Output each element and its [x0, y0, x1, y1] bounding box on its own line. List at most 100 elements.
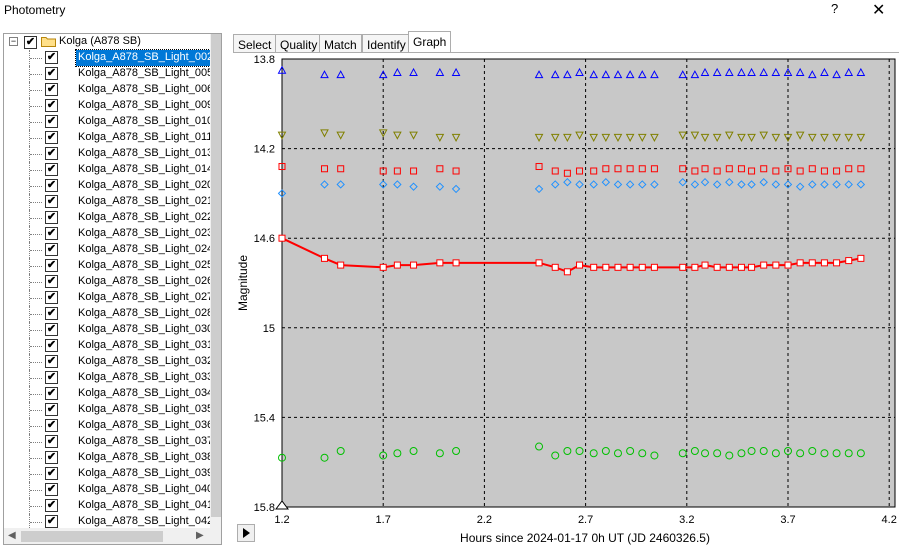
tree-item[interactable]: ✔ Kolga_A878_SB_Light_031 — [4, 338, 212, 354]
root-checkbox[interactable]: ✔ — [24, 36, 37, 49]
close-button[interactable]: ✕ — [872, 2, 886, 19]
collapse-icon[interactable]: − — [9, 36, 18, 46]
vertical-scroll-thumb[interactable] — [211, 34, 221, 517]
tree-item-checkbox[interactable]: ✔ — [45, 243, 58, 256]
vertical-scrollbar[interactable] — [210, 34, 221, 528]
tree-item[interactable]: ✔ Kolga_A878_SB_Light_028 — [4, 306, 212, 322]
tree-item[interactable]: ✔ Kolga_A878_SB_Light_036 — [4, 418, 212, 434]
check-star-point — [393, 449, 402, 458]
horizontal-scrollbar[interactable]: ◀ ▶ — [4, 528, 221, 544]
tree-item-checkbox[interactable]: ✔ — [45, 211, 58, 224]
comparison-star-point — [452, 167, 460, 175]
comparison-star-point — [820, 180, 829, 189]
tree-item-checkbox[interactable]: ✔ — [45, 387, 58, 400]
tree-item[interactable]: ✔ Kolga_A878_SB_Light_026 — [4, 274, 212, 290]
tree-item[interactable]: ✔ Kolga_A878_SB_Light_006 — [4, 82, 212, 98]
target-star-point — [379, 263, 387, 271]
comparison-star-point — [845, 165, 853, 173]
tree-item[interactable]: ✔ Kolga_A878_SB_Light_011 — [4, 130, 212, 146]
comparison-star-point — [795, 67, 805, 76]
tree-item[interactable]: ✔ Kolga_A878_SB_Light_022 — [4, 210, 212, 226]
comparison-star-point — [737, 133, 746, 142]
tree-item-checkbox[interactable]: ✔ — [45, 115, 58, 128]
tree-item[interactable]: ✔ Kolga_A878_SB_Light_021 — [4, 194, 212, 210]
tree-item[interactable]: ✔ Kolga_A878_SB_Light_024 — [4, 242, 212, 258]
help-button[interactable]: ? — [831, 1, 839, 16]
tree-item-checkbox[interactable]: ✔ — [45, 451, 58, 464]
tree-item[interactable]: ✔ Kolga_A878_SB_Light_034 — [4, 386, 212, 402]
comparison-star-point — [712, 67, 722, 76]
image-tree[interactable]: − ✔ Kolga (A878 SB) ✔ Kolga_A878_SB_Light… — [3, 33, 222, 545]
tab-quality[interactable]: Quality — [275, 34, 323, 53]
tree-item[interactable]: ✔ Kolga_A878_SB_Light_005 — [4, 66, 212, 82]
tree-item[interactable]: ✔ Kolga_A878_SB_Light_032 — [4, 354, 212, 370]
tree-item-checkbox[interactable]: ✔ — [45, 147, 58, 160]
tree-item-checkbox[interactable]: ✔ — [45, 435, 58, 448]
tree-item-checkbox[interactable]: ✔ — [45, 259, 58, 272]
tree-item[interactable]: ✔ Kolga_A878_SB_Light_002 — [4, 49, 212, 67]
comparison-star-point — [393, 180, 402, 189]
tree-item-checkbox[interactable]: ✔ — [45, 323, 58, 336]
tree-item-checkbox[interactable]: ✔ — [45, 483, 58, 496]
tree-item[interactable]: ✔ Kolga_A878_SB_Light_010 — [4, 114, 212, 130]
tree-item-checkbox[interactable]: ✔ — [45, 419, 58, 432]
tree-item[interactable]: ✔ Kolga_A878_SB_Light_023 — [4, 226, 212, 242]
comparison-star-point — [337, 165, 345, 173]
tree-item-checkbox[interactable]: ✔ — [45, 371, 58, 384]
tree-item-checkbox[interactable]: ✔ — [45, 179, 58, 192]
tree-item[interactable]: ✔ Kolga_A878_SB_Light_041 — [4, 498, 212, 514]
tree-item-checkbox[interactable]: ✔ — [45, 99, 58, 112]
tree-item-checkbox[interactable]: ✔ — [45, 515, 58, 528]
tree-item-checkbox[interactable]: ✔ — [45, 467, 58, 480]
tree-item-checkbox[interactable]: ✔ — [45, 275, 58, 288]
tree-item-checkbox[interactable]: ✔ — [45, 499, 58, 512]
tree-item-label: Kolga_A878_SB_Light_006 — [78, 83, 210, 95]
tree-item[interactable]: ✔ Kolga_A878_SB_Light_013 — [4, 146, 212, 162]
comparison-star-point — [650, 133, 659, 142]
horizontal-scroll-thumb[interactable] — [21, 531, 163, 542]
comparison-star-point — [626, 165, 634, 173]
tab-match[interactable]: Match — [319, 34, 362, 53]
tree-item-checkbox[interactable]: ✔ — [45, 307, 58, 320]
tab-select[interactable]: Select — [233, 34, 277, 53]
tree-item[interactable]: ✔ Kolga_A878_SB_Light_042 — [4, 514, 212, 530]
tree-item-checkbox[interactable]: ✔ — [45, 227, 58, 240]
tree-item[interactable]: ✔ Kolga_A878_SB_Light_014 — [4, 162, 212, 178]
tree-item-checkbox[interactable]: ✔ — [45, 339, 58, 352]
tree-item-checkbox[interactable]: ✔ — [45, 163, 58, 176]
tree-item[interactable]: ✔ Kolga_A878_SB_Light_025 — [4, 258, 212, 274]
tab-graph[interactable]: Graph — [408, 31, 452, 53]
comparison-star-point — [737, 180, 746, 189]
play-button[interactable] — [237, 524, 255, 542]
tree-item[interactable]: ✔ Kolga_A878_SB_Light_038 — [4, 450, 212, 466]
tree-item[interactable]: ✔ Kolga_A878_SB_Light_037 — [4, 434, 212, 450]
tree-item-checkbox[interactable]: ✔ — [45, 67, 58, 80]
comparison-star-point — [638, 165, 646, 173]
tree-item[interactable]: ✔ Kolga_A878_SB_Light_035 — [4, 402, 212, 418]
scroll-right-icon[interactable]: ▶ — [196, 530, 204, 541]
comparison-star-point — [650, 165, 658, 173]
tree-item-checkbox[interactable]: ✔ — [45, 131, 58, 144]
scroll-left-icon[interactable]: ◀ — [8, 530, 16, 541]
tree-item[interactable]: ✔ Kolga_A878_SB_Light_033 — [4, 370, 212, 386]
comparison-star-point — [808, 180, 817, 189]
tree-item[interactable]: ✔ Kolga_A878_SB_Light_040 — [4, 482, 212, 498]
tab-identify[interactable]: Identify — [362, 34, 411, 53]
tree-item-checkbox[interactable]: ✔ — [45, 195, 58, 208]
tree-item-checkbox[interactable]: ✔ — [45, 291, 58, 304]
tree-item[interactable]: ✔ Kolga_A878_SB_Light_027 — [4, 290, 212, 306]
tree-item-checkbox[interactable]: ✔ — [45, 83, 58, 96]
tree-item[interactable]: ✔ Kolga_A878_SB_Light_020 — [4, 178, 212, 194]
comparison-star-point — [551, 167, 559, 175]
comparison-star-point — [589, 180, 598, 189]
comparison-star-point — [563, 133, 572, 142]
tree-item[interactable]: ✔ Kolga_A878_SB_Light_009 — [4, 98, 212, 114]
tree-item-checkbox[interactable]: ✔ — [45, 403, 58, 416]
tree-item[interactable]: ✔ Kolga_A878_SB_Light_030 — [4, 322, 212, 338]
tree-item-checkbox[interactable]: ✔ — [45, 355, 58, 368]
tree-item-checkbox[interactable]: ✔ — [45, 51, 58, 64]
comparison-star-point — [678, 70, 688, 79]
tree-item[interactable]: ✔ Kolga_A878_SB_Light_039 — [4, 466, 212, 482]
tree-root[interactable]: − ✔ Kolga (A878 SB) — [4, 34, 219, 50]
comparison-star-point — [856, 133, 866, 142]
